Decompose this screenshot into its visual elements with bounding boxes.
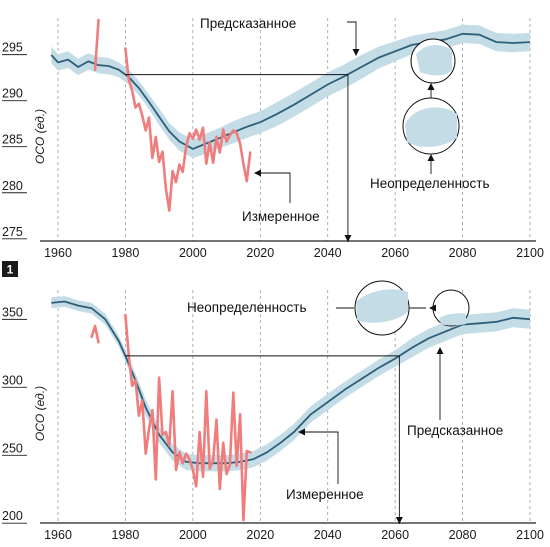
- predicted-annotation: Предсказанное: [407, 423, 503, 438]
- measured-arrow: [254, 169, 261, 177]
- predicted-arrow: [352, 49, 360, 56]
- small-magnifier-band: [416, 45, 452, 76]
- uncertainty-band: [51, 24, 531, 159]
- x-tick-label: 2020: [246, 246, 274, 260]
- measured-line: [124, 47, 252, 212]
- panel-number-badge: [2, 261, 18, 277]
- measured-line: [124, 313, 252, 522]
- top-panel: 1960 1980 2000 2020 2040 2060 2080 2100 275 280 28…: [2, 16, 544, 260]
- y-tick-label: 280: [2, 179, 23, 193]
- y-tick-label: 285: [2, 133, 23, 147]
- predicted-annotation: Предсказанное: [200, 16, 296, 31]
- y-axis-label: OCO (ед.): [33, 109, 47, 164]
- uncertainty-magnifier: [354, 280, 470, 336]
- predicted-line: [51, 300, 531, 465]
- magnifier-arrow: [427, 83, 435, 90]
- bottom-panel: 1960 1980 2000 2020 2040 2060 2080 2100 200 250 30…: [2, 261, 544, 542]
- small-magnifier-band: [439, 313, 466, 326]
- x-tick-label: 2040: [314, 246, 342, 260]
- x-tick-label: 1980: [112, 528, 140, 542]
- x-tick-label: 2000: [179, 246, 207, 260]
- uncertainty-band: [51, 296, 531, 472]
- x-tick-label: 2100: [516, 528, 544, 542]
- y-tick-label: 275: [2, 225, 23, 239]
- x-tick-label: 2080: [449, 246, 477, 260]
- x-tick-label: 2100: [516, 246, 544, 260]
- x-tick-label: 2060: [381, 246, 409, 260]
- y-tick-label: 250: [2, 441, 23, 455]
- connector-arrow: [344, 235, 352, 242]
- y-axis-label: OCO (ед.): [33, 386, 47, 441]
- measured-leader: [302, 431, 339, 484]
- y-tick-label: 295: [2, 41, 23, 55]
- x-tick-label: 2040: [314, 528, 342, 542]
- x-tick-label: 1960: [44, 528, 72, 542]
- x-tick-label: 2020: [246, 528, 274, 542]
- x-tick-label: 1980: [112, 246, 140, 260]
- y-tick-label: 300: [2, 373, 23, 387]
- uncertainty-magnifier: [402, 38, 460, 155]
- uncertainty-arrow: [427, 154, 435, 161]
- measured-annotation: Измеренное: [286, 487, 364, 502]
- measured-line: [90, 324, 100, 344]
- x-tick-label: 2000: [179, 528, 207, 542]
- uncertainty-annotation: Неопределенность: [370, 176, 490, 191]
- predicted-leader: [347, 21, 357, 53]
- y-tick-label: 290: [2, 87, 23, 101]
- y-tick-label: 350: [2, 305, 23, 319]
- x-tick-label: 2060: [381, 528, 409, 542]
- measured-arrow: [298, 428, 305, 436]
- connector-arrow: [395, 517, 403, 524]
- uncertainty-annotation: Неопределенность: [187, 300, 307, 315]
- y-tick-label: 200: [2, 509, 23, 523]
- large-magnifier-band: [405, 107, 457, 147]
- measured-annotation: Измеренное: [242, 209, 320, 224]
- measured-line: [93, 18, 100, 71]
- predicted-arrow: [436, 347, 444, 354]
- measured-leader: [258, 172, 291, 203]
- large-magnifier-band: [356, 289, 408, 323]
- panel-number-label: 1: [7, 263, 14, 277]
- magnifier-arrow: [429, 304, 436, 312]
- x-tick-label: 1960: [44, 246, 72, 260]
- x-tick-label: 2080: [449, 528, 477, 542]
